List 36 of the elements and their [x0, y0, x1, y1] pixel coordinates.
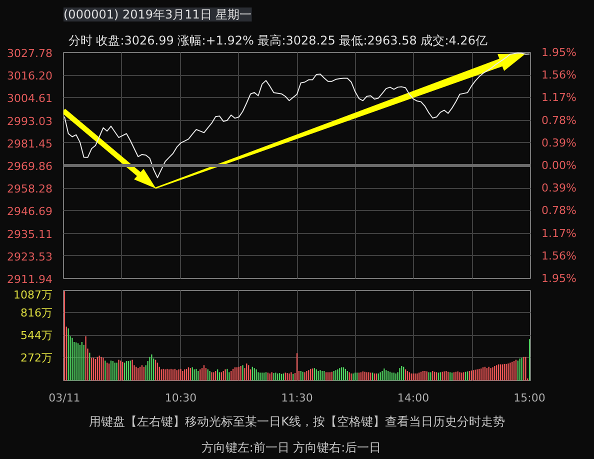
x-tick-label: 14:00	[397, 392, 430, 404]
y2-tick-label: 1.17%	[542, 91, 576, 104]
chart-subtitle: 分时 收盘:3026.99 涨幅:+1.92% 最高:3028.25 最低:2963.58 成交:4.26亿	[68, 34, 488, 48]
x-tick-label: 11:30	[281, 392, 313, 404]
y2-tick-label: 0.78%	[542, 114, 576, 127]
y-tick-label: 3016.20	[7, 70, 53, 83]
y2-tick-label: 1.95%	[542, 46, 576, 59]
y-tick-label: 2946.69	[7, 205, 53, 218]
y2-tick-label: 1.95%	[542, 272, 576, 285]
y-tick-label: 544万	[20, 328, 53, 342]
x-tick-label: 10:30	[164, 392, 197, 404]
y-tick-label: 2981.45	[7, 137, 53, 150]
y-tick-label: 2958.28	[7, 182, 53, 196]
y-tick-label: 272万	[20, 351, 53, 364]
y2-tick-label: 0.39%	[542, 136, 576, 150]
y2-tick-label: 0.00%	[542, 159, 576, 172]
text: 用键盘【左右键】移动光标至某一日K线，按【空格键】查看当日历史分时走势	[89, 414, 505, 428]
y2-tick-label: 0.39%	[542, 182, 576, 195]
y2-tick-label: 1.56%	[542, 68, 576, 82]
y-tick-label: 2935.11	[7, 228, 53, 241]
x-tick-label: 15:00	[514, 392, 546, 404]
y-tick-label: 1087万	[14, 288, 53, 302]
chart-title: (000001) 2019年3月11日 星期一	[64, 8, 252, 22]
line-series	[64, 52, 530, 178]
x-tick-label: 03/11	[48, 392, 80, 404]
y-tick-label: 3004.61	[7, 92, 53, 106]
y2-tick-label: 0.78%	[542, 204, 576, 218]
y2-tick-label: 1.17%	[542, 226, 576, 240]
y-tick-label: 2993.03	[7, 114, 53, 128]
y-tick-label: 2911.94	[7, 273, 53, 286]
y-tick-label: 2969.86	[7, 160, 53, 173]
y2-tick-label: 1.56%	[542, 249, 576, 262]
y-tick-label: 816万	[20, 306, 53, 320]
text: 方向键左:前一日 方向键右:后一日	[201, 440, 382, 454]
y-tick-label: 2923.53	[7, 250, 53, 264]
y-tick-label: 3027.78	[7, 47, 53, 60]
